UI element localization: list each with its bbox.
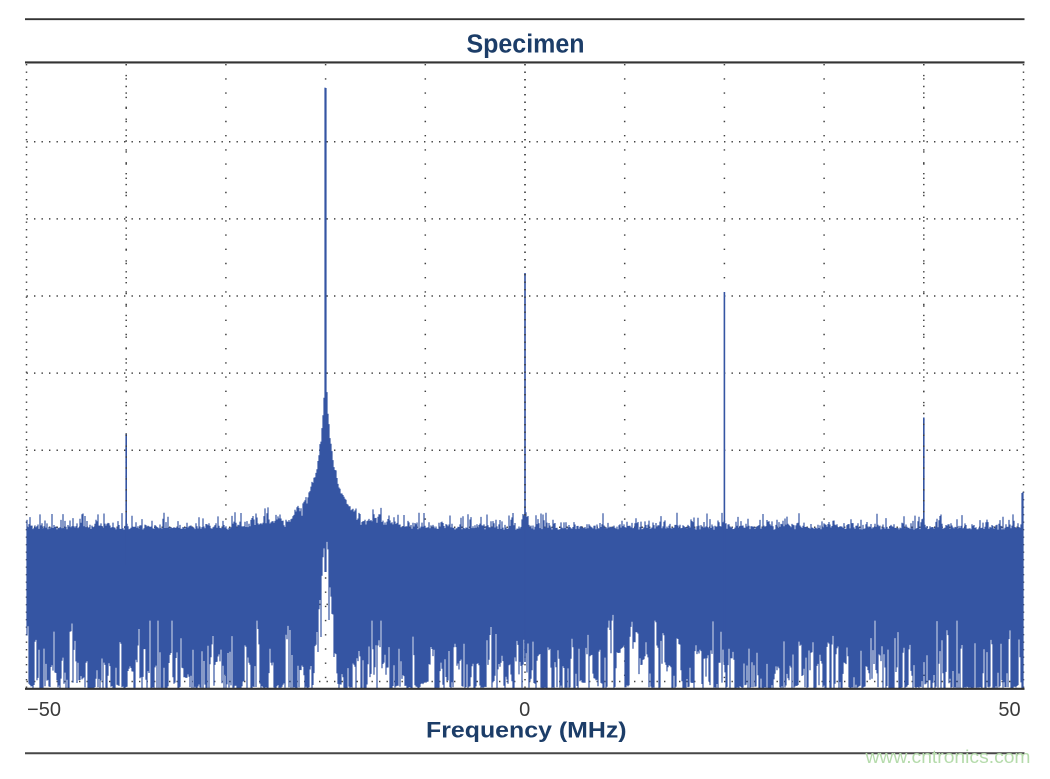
svg-text:Frequency (MHz): Frequency (MHz) (426, 717, 627, 742)
svg-text:50: 50 (998, 699, 1020, 721)
svg-text:−50: −50 (27, 699, 61, 721)
svg-text:Specimen: Specimen (467, 31, 585, 59)
svg-text:0: 0 (519, 699, 530, 721)
svg-text:www.cntronics.com: www.cntronics.com (864, 746, 1030, 767)
